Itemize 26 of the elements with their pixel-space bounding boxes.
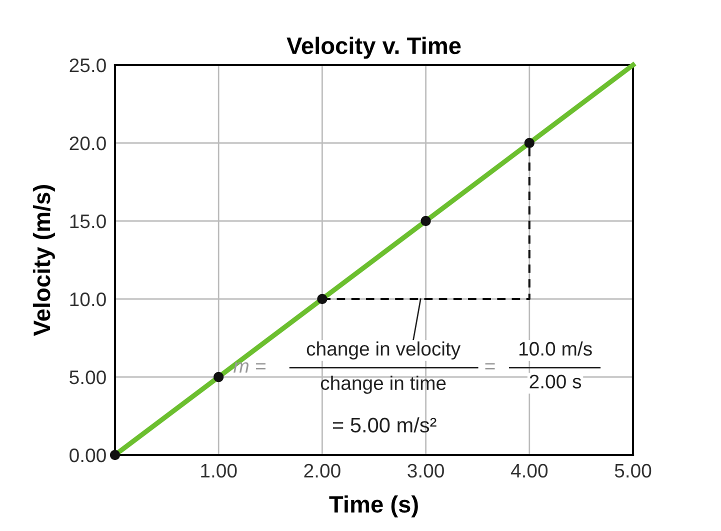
y-tick-label: 10.0: [70, 292, 106, 306]
point: [110, 450, 120, 460]
annotation: m =: [234, 362, 266, 373]
x-tick-label: 3.00: [408, 464, 444, 478]
y-tick-label: 5.00: [70, 370, 106, 384]
point: [317, 294, 328, 304]
y-tick-label: 25.0: [70, 58, 106, 72]
point: [420, 216, 431, 226]
annotation: = 5.00 m/s²: [332, 417, 436, 433]
annotation: change in time: [320, 376, 446, 394]
x-tick-label: 4.00: [510, 464, 548, 478]
annotation: =: [485, 363, 495, 370]
annotation: change in velocity: [306, 341, 461, 360]
point: [214, 372, 224, 382]
point: [524, 138, 534, 148]
y-tick-label: 20.0: [70, 136, 106, 150]
x-tick-label: 1.00: [201, 464, 237, 478]
chart-title: Velocity v. Time: [286, 36, 461, 59]
y-tick-label: 15.0: [70, 214, 106, 228]
y-axis-title: Velocity (m/s): [32, 185, 55, 336]
x-tick-label: 5.00: [614, 464, 652, 478]
x-axis-title: Time (s): [329, 495, 418, 518]
annotation: 10.0 m/s: [520, 341, 592, 356]
x-tick-label: 2.00: [304, 464, 340, 478]
annotation: 2.00 s: [530, 374, 582, 388]
y-tick-label: 0.00: [70, 448, 106, 462]
